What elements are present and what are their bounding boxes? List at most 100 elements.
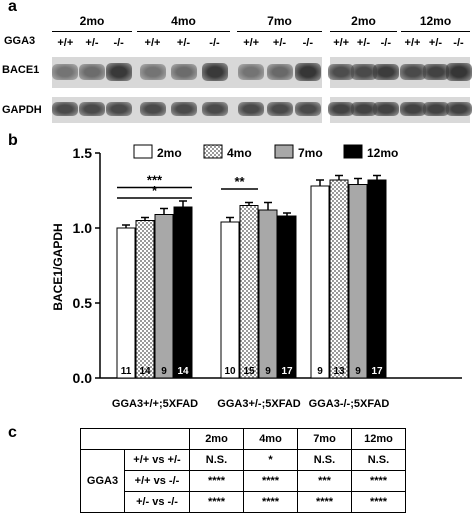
genotype-label: GGA3: [4, 35, 36, 47]
gapdh-band: [201, 101, 228, 117]
y-tick-label: 0.0: [73, 370, 93, 386]
group-label-cell: GGA3: [80, 449, 125, 513]
sample-size-label: 9: [355, 366, 361, 377]
blot-group-underline: [330, 31, 397, 32]
table-row: +/+ vs -/- **** **** *** ****: [81, 470, 406, 492]
gapdh-row-label: GAPDH: [2, 104, 42, 116]
comparison-label: +/+ vs -/-: [124, 470, 190, 492]
blot-group-underline: [401, 31, 470, 32]
table-cell: ****: [189, 470, 244, 492]
table-header-row: 2mo 4mo 7mo 12mo: [80, 428, 406, 450]
genotype-label: +/+: [243, 37, 260, 49]
table-row: +/- vs -/- **** **** **** ****: [81, 491, 406, 513]
panel-b-letter: b: [8, 132, 18, 149]
gapdh-band: [399, 101, 426, 117]
gapdh-band: [445, 101, 472, 117]
comparison-label: +/+ vs +/-: [124, 449, 190, 471]
significance-label: *: [152, 183, 158, 198]
genotype-label: +/+: [404, 37, 421, 49]
y-tick-label: 1.5: [73, 145, 93, 161]
gapdh-band: [294, 101, 321, 117]
category-label: GGA3+/+;5XFAD: [112, 398, 198, 410]
genotype-label: -/-: [453, 37, 464, 49]
sample-size-label: 13: [333, 366, 345, 377]
legend-swatch: [274, 144, 294, 159]
blot-group-header: 2mo: [79, 14, 105, 28]
blot-group-header: 7mo: [267, 14, 292, 28]
bar: [154, 214, 174, 379]
legend-label: 12mo: [367, 146, 398, 160]
bar: [310, 185, 330, 379]
gapdh-band: [105, 101, 132, 117]
column-header: 12mo: [351, 428, 406, 450]
y-axis-label: BACE1/GAPDH: [51, 223, 65, 310]
bace1-band: [105, 63, 132, 81]
column-header: 2mo: [189, 428, 244, 450]
bace1-band: [52, 64, 79, 80]
gapdh-band: [79, 101, 105, 117]
sample-size-label: 9: [161, 366, 167, 377]
bace1-band: [350, 63, 377, 81]
column-header: 7mo: [297, 428, 352, 450]
bace1-band: [328, 63, 355, 81]
table-cell: N.S.: [189, 449, 244, 471]
genotype-label: +/-: [176, 37, 191, 49]
legend-swatch: [203, 144, 223, 159]
bace1-band: [372, 63, 399, 81]
table-cell: ****: [351, 470, 406, 492]
blot-group-header: 2mo: [351, 14, 376, 28]
bace1-band: [422, 63, 449, 81]
gapdh-band: [139, 101, 166, 117]
y-tick-label: 0.5: [73, 295, 93, 311]
panel-c-letter: c: [8, 424, 17, 441]
bace1-band: [79, 64, 105, 80]
genotype-label: +/-: [272, 37, 287, 49]
legend-label: 2mo: [157, 146, 182, 160]
table-cell: N.S.: [297, 449, 352, 471]
y-tick-label: 1.0: [73, 220, 93, 236]
blot-group-underline: [137, 31, 230, 32]
genotype-label: +/+: [144, 37, 161, 49]
genotype-label: +/+: [333, 37, 350, 49]
bar: [173, 206, 193, 379]
bar: [367, 179, 387, 379]
genotype-label: +/-: [85, 37, 99, 49]
column-header: 4mo: [243, 428, 298, 450]
genotype-label: +/+: [57, 37, 74, 49]
table-corner-cell: [80, 428, 190, 450]
bace1-row-label: BACE1: [2, 64, 40, 76]
gapdh-band: [266, 101, 293, 117]
bar: [220, 221, 240, 379]
bar: [116, 227, 136, 379]
gapdh-band: [372, 101, 399, 117]
table-cell: *: [243, 449, 298, 471]
significance-label: **: [234, 174, 245, 189]
category-label: GGA3-/-;5XFAD: [309, 398, 390, 410]
sample-size-label: 14: [139, 366, 151, 377]
legend-label: 7mo: [298, 146, 323, 160]
bar: [329, 179, 349, 379]
genotype-label: +/-: [428, 37, 443, 49]
statistics-table: 2mo 4mo 7mo 12mo GGA3 +/+ vs +/- N.S. * …: [80, 428, 406, 513]
bar: [135, 220, 155, 379]
sample-size-label: 9: [265, 366, 271, 377]
bar: [277, 215, 297, 379]
table-cell: N.S.: [351, 449, 406, 471]
bace1-band: [238, 64, 265, 80]
gapdh-band: [238, 101, 265, 117]
table-cell: ****: [297, 491, 352, 513]
bar: [258, 209, 278, 379]
legend-swatch: [343, 144, 363, 159]
legend-swatch: [133, 144, 153, 159]
bace1-band: [266, 64, 293, 80]
genotype-label: -/-: [302, 37, 314, 49]
bace1-band: [201, 63, 228, 81]
bace1-band: [139, 64, 166, 80]
table-cell: ****: [243, 491, 298, 513]
significance-label: ***: [147, 173, 163, 188]
sample-size-label: 17: [371, 366, 383, 377]
genotype-label: +/-: [356, 37, 371, 49]
sample-size-label: 17: [281, 366, 293, 377]
gapdh-band: [170, 101, 197, 117]
